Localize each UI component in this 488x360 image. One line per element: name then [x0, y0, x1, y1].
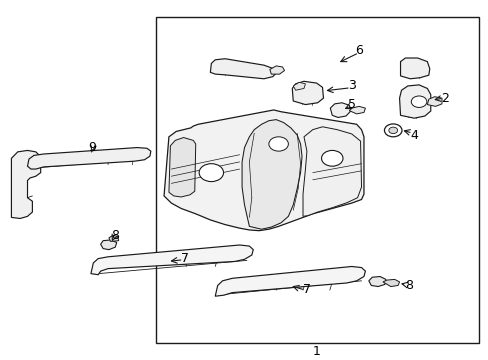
Text: 5: 5 — [347, 98, 355, 111]
Polygon shape — [215, 266, 365, 296]
Polygon shape — [368, 276, 385, 287]
Polygon shape — [163, 110, 363, 231]
Polygon shape — [11, 150, 41, 219]
Bar — [156, 17, 478, 343]
Polygon shape — [399, 85, 430, 118]
Circle shape — [410, 96, 426, 107]
Circle shape — [321, 150, 342, 166]
Polygon shape — [400, 58, 429, 79]
Text: 1: 1 — [312, 345, 320, 357]
Text: 2: 2 — [441, 92, 448, 105]
Text: 8: 8 — [405, 279, 412, 292]
Polygon shape — [242, 120, 302, 229]
Polygon shape — [303, 127, 361, 216]
Polygon shape — [292, 81, 323, 104]
Polygon shape — [210, 59, 276, 79]
Circle shape — [268, 137, 288, 151]
Polygon shape — [109, 235, 119, 242]
Polygon shape — [168, 138, 195, 197]
Polygon shape — [330, 103, 350, 117]
Text: 8: 8 — [111, 229, 119, 242]
Text: 6: 6 — [354, 44, 362, 57]
Polygon shape — [91, 245, 253, 275]
Circle shape — [199, 164, 223, 181]
Text: 4: 4 — [409, 129, 417, 141]
Text: 3: 3 — [347, 80, 355, 93]
Circle shape — [384, 124, 401, 137]
Polygon shape — [101, 240, 117, 249]
Polygon shape — [382, 279, 399, 287]
Circle shape — [388, 127, 397, 134]
Text: 9: 9 — [88, 141, 96, 154]
Polygon shape — [27, 148, 151, 169]
Polygon shape — [348, 106, 365, 114]
Polygon shape — [293, 82, 305, 90]
Text: 7: 7 — [181, 252, 189, 265]
Polygon shape — [427, 97, 441, 106]
Polygon shape — [269, 66, 284, 74]
Text: 7: 7 — [302, 283, 310, 296]
